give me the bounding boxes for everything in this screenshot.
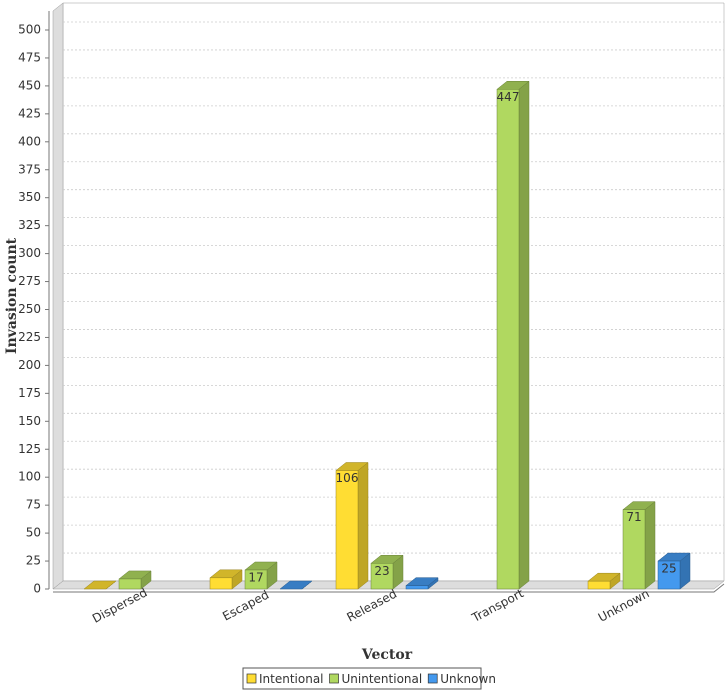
bar [370,554,404,590]
y-tick-label: 50 [26,526,41,540]
y-tick-label: 0 [33,582,41,596]
legend-box [242,667,482,690]
bar-front [622,509,646,590]
bar-front [209,577,233,590]
y-tick-label: 175 [18,386,41,400]
y-tick-label: 150 [18,414,41,428]
y-tick-label: 125 [18,442,41,456]
value-label: 25 [661,562,676,576]
y-tick-label: 425 [18,106,41,120]
bar-side [644,501,656,590]
bar [118,570,152,590]
legend-swatch [427,673,438,684]
y-tick-label: 375 [18,162,41,176]
y-tick-label: 275 [18,274,41,288]
bar-top [83,580,117,590]
bar [657,552,691,590]
y-tick-label: 400 [18,134,41,148]
bar-front [244,569,268,590]
value-label: 71 [626,510,641,524]
bar [405,577,439,590]
y-tick-label: 325 [18,218,41,232]
bar [279,580,313,590]
bar-front [587,580,611,590]
value-label: 447 [497,90,520,104]
legend-label: Unintentional [342,672,423,686]
x-axis-title: Vector [361,647,413,663]
y-tick-label: 100 [18,470,41,484]
left-wall [52,2,64,590]
legend-swatch [329,673,339,684]
back-wall [62,2,725,582]
bar [335,461,369,590]
y-tick-label: 25 [26,554,41,568]
y-tick-label: 350 [18,190,41,204]
bar-side [518,80,530,590]
legend-label: Unknown [440,672,496,686]
bar-front [335,470,359,590]
bar-front [657,560,681,590]
y-tick-label: 200 [18,358,41,372]
legend: Intentional Unintentional Unknown [246,672,496,686]
bar-front [118,578,142,590]
bar-front [405,585,429,590]
bar-front [370,563,394,590]
legend-swatch [246,673,257,684]
y-tick-label: 75 [26,498,41,512]
y-tick-label: 300 [18,246,41,260]
x-axis-line [53,583,725,593]
bar-top [279,580,313,590]
value-label: 106 [336,471,359,485]
value-label: 17 [248,570,263,584]
bar [209,569,243,590]
y-axis-title: Invasion count [4,237,20,354]
y-tick-label: 450 [18,78,41,92]
y-tick-label: 250 [18,302,41,316]
bar [496,80,530,590]
bar-side [357,461,369,590]
bar-front [496,89,520,590]
bar [587,572,621,590]
y-tick-label: 500 [18,23,41,37]
value-label: 23 [374,564,389,578]
y-tick-label: 225 [18,330,41,344]
bar [622,501,656,590]
bar [244,561,278,590]
y-tick-label: 475 [18,50,41,64]
bar [83,580,117,590]
legend-label: Intentional [259,672,324,686]
